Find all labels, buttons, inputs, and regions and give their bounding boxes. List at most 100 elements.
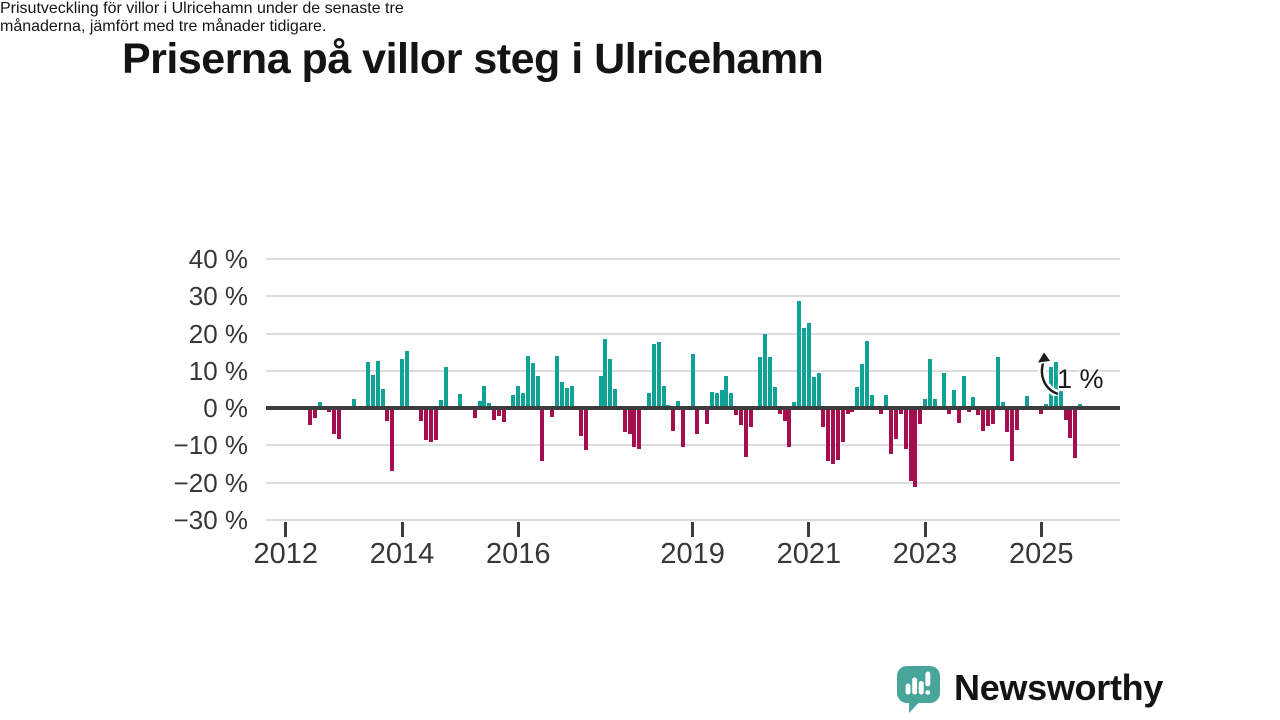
bar [787, 408, 792, 448]
bar [1005, 408, 1010, 433]
bar [1068, 408, 1073, 439]
bar [768, 357, 773, 408]
x-axis-label-2014: 2014 [369, 538, 435, 570]
bar [990, 408, 995, 425]
bar [729, 393, 734, 408]
y-axis-label-30: 30 % [188, 281, 248, 312]
chart-subtitle-line-2: månaderna, jämfört med tre månader tidig… [0, 18, 327, 35]
bar [942, 372, 947, 408]
bar [613, 389, 618, 408]
bar [661, 385, 666, 408]
bar [370, 375, 375, 408]
x-axis-tick-2019 [691, 521, 695, 537]
y-axis-label--20: −20 % [173, 467, 248, 498]
x-axis-tick-2014 [400, 521, 404, 537]
bar [380, 388, 385, 408]
bar [637, 408, 642, 449]
bar [337, 408, 342, 439]
bar [627, 408, 632, 435]
bar [550, 408, 555, 417]
bar [782, 408, 787, 421]
bar [927, 359, 932, 408]
bar [632, 408, 637, 448]
bar [608, 359, 613, 408]
bar [932, 399, 937, 408]
bar [821, 408, 826, 428]
bar [1078, 403, 1083, 408]
bar [598, 375, 603, 408]
bar [976, 408, 981, 415]
y-axis-label--30: −30 % [173, 504, 248, 535]
newsworthy-logo-icon [897, 666, 940, 713]
annotation-arrow-icon [1034, 349, 1059, 396]
bar [806, 323, 811, 408]
bar [559, 381, 564, 408]
bar [908, 408, 913, 481]
x-axis-label-2023: 2023 [892, 538, 958, 570]
y-axis-label-40: 40 % [188, 244, 248, 274]
bar [864, 341, 869, 408]
bar [879, 408, 884, 414]
y-axis-label-20: 20 % [188, 318, 248, 349]
bar [525, 355, 530, 408]
bar [966, 408, 971, 413]
bar [961, 375, 966, 408]
x-axis-label-2021: 2021 [776, 538, 842, 570]
bar [763, 334, 768, 408]
x-axis-label-2025: 2025 [1009, 538, 1074, 570]
bar [569, 386, 574, 408]
bar [327, 408, 332, 413]
bar [947, 408, 952, 414]
bar [748, 408, 753, 428]
bar [332, 408, 337, 434]
bar [855, 386, 860, 408]
bar [772, 386, 777, 408]
bar [1063, 408, 1068, 420]
bar [956, 408, 961, 424]
bar [680, 408, 685, 447]
bar [918, 408, 923, 425]
bar [1044, 403, 1049, 408]
bar [690, 353, 695, 408]
x-axis-tick-2012 [284, 521, 288, 537]
bar [492, 408, 497, 420]
bar [656, 342, 661, 408]
bar [884, 394, 889, 408]
bar [719, 389, 724, 408]
bar [777, 408, 782, 414]
bar [981, 408, 986, 431]
gridline-40 [266, 258, 1120, 260]
bar [443, 367, 448, 408]
bar [1039, 408, 1044, 415]
bar [986, 408, 991, 426]
y-axis-label--10: −10 % [173, 430, 248, 461]
bar [724, 375, 729, 408]
bar [351, 399, 356, 408]
bar [1024, 396, 1029, 408]
newsworthy-logo: Newsworthy [897, 666, 1163, 714]
bar [647, 392, 651, 408]
bar [739, 408, 744, 426]
bar [511, 394, 516, 408]
bar [797, 301, 802, 408]
bar [564, 387, 569, 408]
bar [535, 376, 540, 408]
bar [995, 357, 1000, 408]
latest-value-annotation: 1 % [1057, 364, 1104, 394]
bar [792, 402, 797, 408]
y-axis-label-10: 10 % [188, 355, 248, 386]
bar [424, 408, 429, 440]
bar [554, 355, 559, 408]
bar [312, 408, 317, 418]
bar [501, 408, 506, 423]
bar [1000, 402, 1005, 408]
bar [734, 408, 739, 416]
bar [579, 408, 584, 437]
bar [860, 364, 865, 408]
bar [419, 408, 424, 422]
x-axis-tick-2016 [516, 521, 520, 537]
bar [831, 408, 836, 464]
x-axis-label-2016: 2016 [485, 538, 551, 570]
